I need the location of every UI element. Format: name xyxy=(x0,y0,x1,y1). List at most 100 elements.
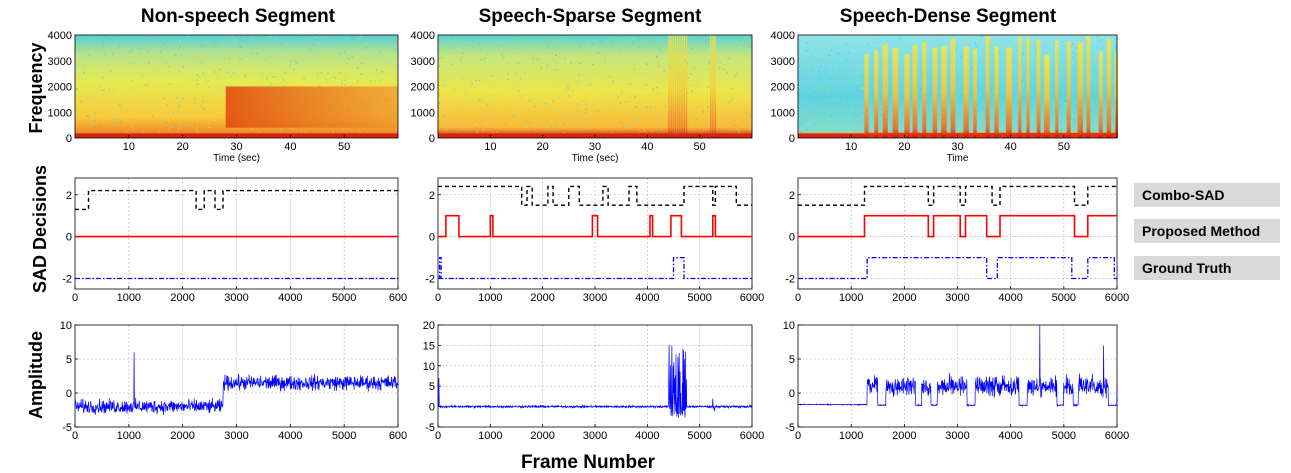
spectrogram-speckle xyxy=(453,91,455,93)
spectrogram-speckle xyxy=(975,46,978,48)
spectrogram-speckle xyxy=(200,61,203,64)
spectrogram-speckle xyxy=(839,52,841,54)
spectrogram-speckle xyxy=(1105,67,1108,70)
spectrogram-speckle xyxy=(818,71,820,73)
spectrogram-speckle xyxy=(936,39,938,41)
spectrogram-speckle xyxy=(223,70,225,72)
spectrogram-speckle xyxy=(586,92,588,94)
spectrogram-speckle xyxy=(77,68,80,70)
spectrogram-speckle xyxy=(175,74,178,76)
spectrogram-speckle xyxy=(571,92,574,94)
spectrogram-speckle xyxy=(687,99,689,101)
spectrogram-speckle xyxy=(88,60,90,63)
spectrogram-speckle xyxy=(804,50,806,52)
spectrogram-speckle xyxy=(822,84,825,86)
spectrogram-speckle xyxy=(119,104,121,106)
spectrogram-speckle xyxy=(553,59,555,61)
spectrogram-speckle xyxy=(807,53,809,56)
spectrogram-speckle xyxy=(836,85,839,88)
spectrogram-speckle xyxy=(880,54,883,56)
y-tick-label: 2 xyxy=(789,190,795,202)
spectrogram-speckle xyxy=(1062,67,1065,70)
spectrogram-speckle xyxy=(102,122,104,125)
spectrogram-speckle xyxy=(1022,106,1024,109)
spectrogram-speckle xyxy=(354,130,356,132)
spectrogram-speckle xyxy=(1035,49,1037,52)
spectrogram-speckle xyxy=(104,122,106,125)
spectrogram-speckle xyxy=(610,132,613,134)
speech-striation xyxy=(674,35,677,138)
spectrogram-speckle xyxy=(206,64,208,67)
spectrogram-speckle xyxy=(219,68,221,71)
speech-striation xyxy=(922,42,927,139)
x-tick-label: 0 xyxy=(435,430,441,442)
spectrogram-speckle xyxy=(735,122,737,124)
spectrogram-speckle xyxy=(565,77,567,79)
spectrogram-speckle xyxy=(122,93,124,95)
spectrogram-speckle xyxy=(194,83,197,85)
spectrogram-speckle xyxy=(547,47,550,49)
spectrogram-speckle xyxy=(1059,92,1061,94)
spectrogram-speckle xyxy=(1065,47,1068,49)
spectrogram-speckle xyxy=(1110,118,1113,120)
spectrogram-speckle xyxy=(1114,45,1117,48)
spectrogram-speckle xyxy=(324,36,327,39)
spectrogram-speckle xyxy=(580,120,583,122)
spectrogram-speckle xyxy=(856,64,858,67)
spectrogram-speckle xyxy=(112,89,115,92)
x-tick-label: 2000 xyxy=(530,430,554,442)
spectrogram-speckle xyxy=(276,128,279,130)
spectrogram-speckle xyxy=(448,108,450,110)
spectrogram-speckle xyxy=(177,83,179,85)
spectrogram-speckle xyxy=(543,74,545,77)
spectrogram-speckle xyxy=(879,82,882,84)
spectrogram-speckle xyxy=(533,105,536,108)
spectrogram-speckle xyxy=(1030,110,1032,112)
spectrogram-speckle xyxy=(1103,73,1105,75)
spectrogram-speckle xyxy=(283,58,285,60)
spectrogram-speckle xyxy=(518,90,520,92)
spectrogram-speckle xyxy=(375,132,377,134)
spectrogram-speckle xyxy=(1083,130,1085,133)
spectrogram-speckle xyxy=(284,71,287,73)
spectrogram-speckle xyxy=(563,123,565,125)
spectrogram-speckle xyxy=(1076,76,1078,78)
x-tick-label: 40 xyxy=(1005,141,1017,153)
legend-label-combo: Combo-SAD xyxy=(1142,187,1225,203)
speech-striation xyxy=(941,46,947,138)
spectrogram-speckle xyxy=(717,124,719,126)
spectrogram-speckle xyxy=(736,128,738,130)
spectrogram-speckle xyxy=(544,102,547,105)
spectrogram-speckle xyxy=(861,130,864,133)
spectrogram-speckle xyxy=(167,65,169,68)
spectrogram-speckle xyxy=(1020,78,1023,80)
spectrogram-speckle xyxy=(146,127,148,130)
spectrogram-speckle xyxy=(959,81,961,83)
spectrogram-speckle xyxy=(736,120,739,123)
spectrogram-speckle xyxy=(1113,49,1116,51)
spectrogram-speckle xyxy=(979,93,982,96)
spectrogram-speckle xyxy=(329,80,331,82)
spectrogram-speckle xyxy=(900,69,903,71)
spectrogram-speckle xyxy=(691,90,693,93)
spectrogram-speckle xyxy=(738,122,740,124)
spectrogram-speckle xyxy=(511,55,513,57)
spectrogram-speckle xyxy=(481,99,484,102)
spectrogram-speckle xyxy=(606,75,609,77)
spectrogram-speckle xyxy=(165,61,167,64)
spectrogram-speckle xyxy=(982,114,984,116)
spectrogram-speckle xyxy=(820,43,823,46)
spectrogram-speckle xyxy=(470,98,472,100)
spectrogram-speckle xyxy=(586,42,588,45)
y-tick-label: 0 xyxy=(429,402,435,414)
spectrogram-speckle xyxy=(901,107,904,109)
spectrogram-speckle xyxy=(659,48,661,51)
spectrogram-speckle xyxy=(114,36,116,38)
spectrogram-speckle xyxy=(120,122,122,124)
spectrogram-speckle xyxy=(603,137,605,140)
spectrogram-speckle xyxy=(135,38,137,40)
spectrogram-speckle xyxy=(1012,78,1014,81)
spectrogram-speckle xyxy=(256,127,259,129)
spectrogram-speckle xyxy=(748,46,750,48)
x-tick-label: 6000 xyxy=(1105,430,1129,442)
